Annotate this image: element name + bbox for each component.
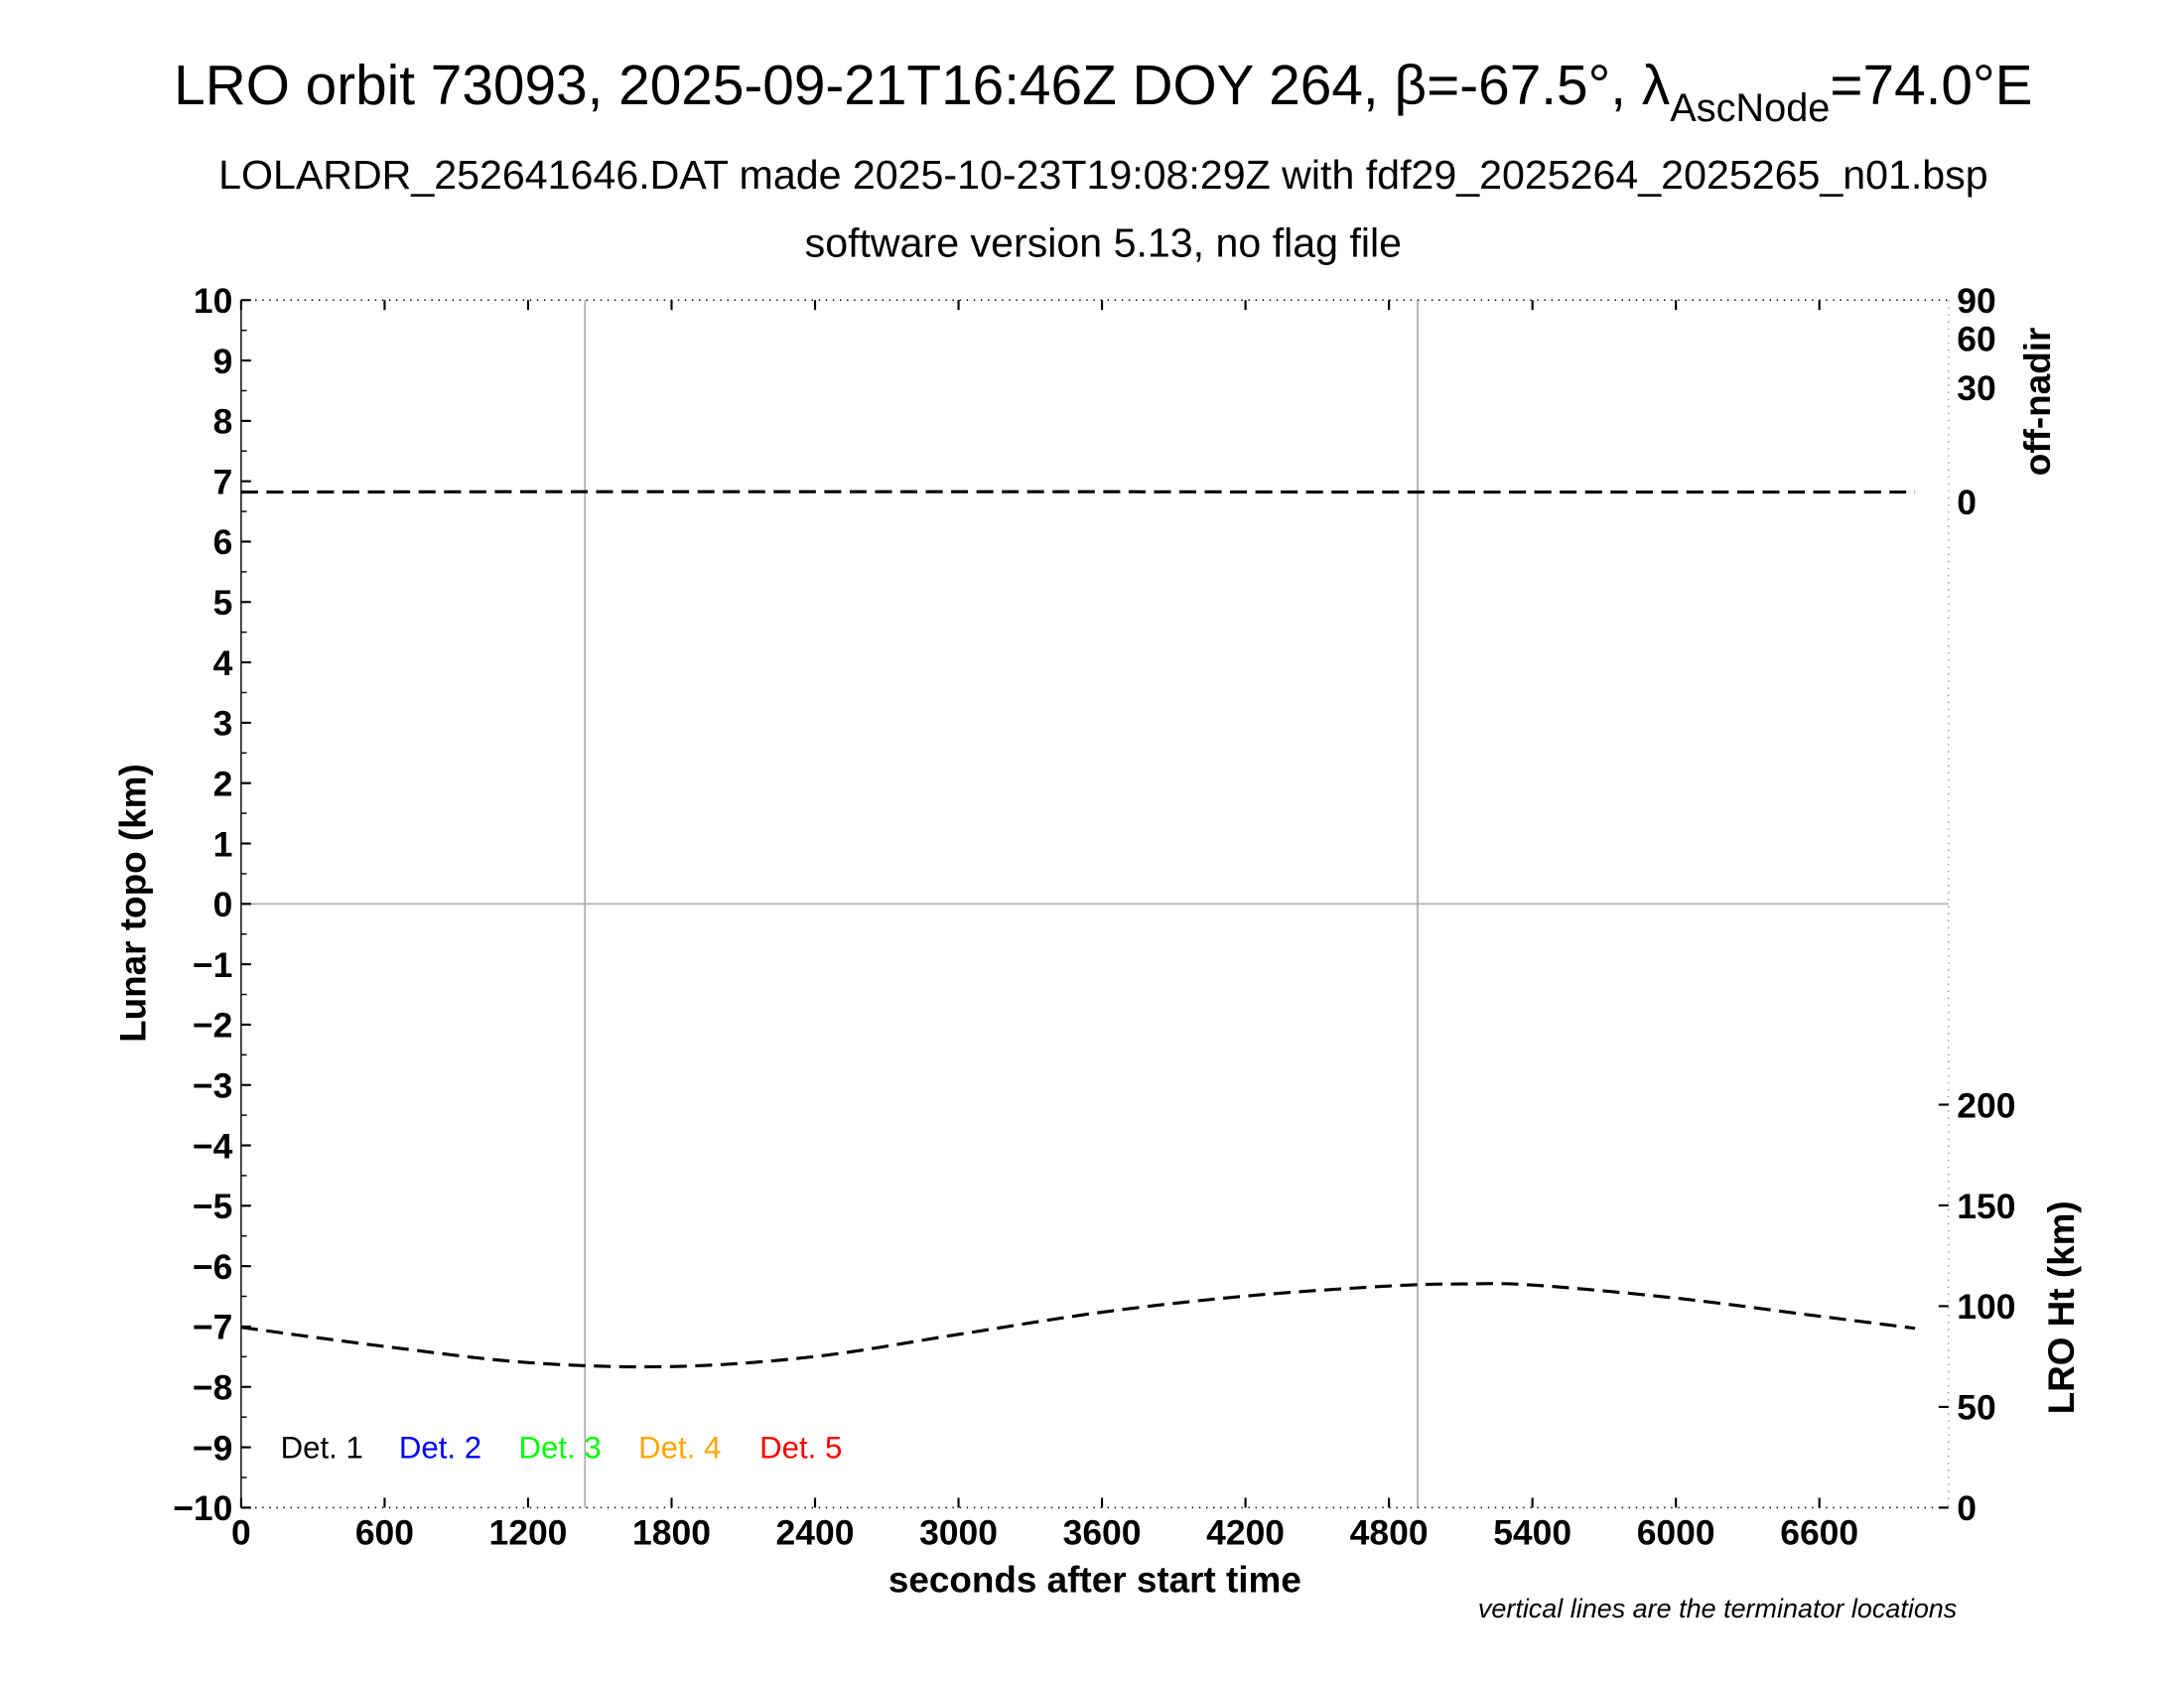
y-left-tick-label: −9 (193, 1428, 232, 1468)
lro-ht-tick-label: 150 (1957, 1187, 2015, 1226)
y-left-tick-label: −6 (193, 1247, 232, 1287)
y-left-tick-label: −4 (193, 1126, 233, 1166)
lro-ht-tick-label: 0 (1957, 1488, 1977, 1528)
y-left-tick-label: −7 (193, 1308, 232, 1347)
off-nadir-tick-label: 60 (1957, 319, 1995, 358)
y-left-tick-label: 8 (213, 402, 233, 442)
y-left-tick-label: −3 (193, 1065, 232, 1105)
x-tick-label: 1800 (632, 1512, 711, 1552)
y-left-tick-label: −10 (173, 1488, 232, 1528)
y-left-tick-label: −1 (193, 945, 232, 985)
x-axis-label: seconds after start time (888, 1560, 1301, 1601)
y-left-tick-label: 6 (213, 522, 233, 562)
x-tick-label: 600 (355, 1512, 414, 1552)
terminator-note: vertical lines are the terminator locati… (1478, 1594, 1957, 1623)
y-axis-right-bottom-label: LRO Ht (km) (2041, 1200, 2082, 1414)
legend-item-det-4: Det. 4 (638, 1431, 721, 1466)
x-tick-label: 3000 (919, 1512, 998, 1552)
lro-height-line (240, 1282, 1916, 1369)
y-left-tick-label: 7 (213, 462, 233, 501)
lro-ht-tick-label: 100 (1957, 1287, 2015, 1327)
plot-area: 0 600 1200 1800 2400 3000 3600 4200 4800 5400 6000… (173, 281, 2015, 1552)
y-left-tick-label: −8 (193, 1368, 232, 1408)
chart-title: LRO orbit 73093, 2025-09-21T16:46Z DOY 2… (174, 55, 2032, 130)
off-nadir-tick-label: 90 (1957, 281, 1995, 321)
lro-ht-tick-label: 50 (1957, 1388, 1995, 1428)
x-tick-label: 2400 (776, 1512, 855, 1552)
y-left-tick-label: 5 (213, 583, 233, 623)
y-left-tick-label: −5 (193, 1187, 232, 1226)
y-left-tick-label: 4 (213, 643, 233, 683)
legend-item-det-5: Det. 5 (759, 1431, 842, 1466)
y-left-tick-label: 10 (194, 281, 232, 321)
off-nadir-tick-label: 0 (1957, 483, 1977, 522)
off-nadir-tick-label: 30 (1957, 368, 1995, 408)
chart-subtitle-2: software version 5.13, no flag file (805, 219, 1402, 265)
x-tick-label: 4800 (1350, 1512, 1429, 1552)
lro-ht-tick-label: 200 (1957, 1085, 2015, 1125)
y-left-tick-label: 2 (213, 764, 233, 803)
y-left-tick-label: 1 (213, 824, 233, 864)
x-tick-label: 0 (231, 1512, 251, 1552)
legend-item-det-3: Det. 3 (518, 1431, 601, 1466)
y-left-tick-label: 3 (213, 704, 233, 744)
chart-subtitle-1: LOLARDR_252641646.DAT made 2025-10-23T19… (218, 152, 1988, 198)
y-axis-left-label: Lunar topo (km) (112, 764, 153, 1043)
x-tick-label: 3600 (1063, 1512, 1142, 1552)
x-tick-label: 1200 (489, 1512, 568, 1552)
y-left-tick-label: 9 (213, 342, 233, 381)
y-left-tick-label: 0 (213, 885, 233, 924)
x-tick-label: 6600 (1780, 1512, 1858, 1552)
legend-item-det-1: Det. 1 (281, 1431, 363, 1466)
legend-item-det-2: Det. 2 (399, 1431, 481, 1466)
x-tick-label: 4200 (1206, 1512, 1285, 1552)
y-axis-right-top-label: off-nadir (2017, 328, 2058, 477)
x-tick-label: 5400 (1493, 1512, 1571, 1552)
y-left-tick-label: −2 (193, 1006, 232, 1046)
x-tick-label: 6000 (1637, 1512, 1715, 1552)
